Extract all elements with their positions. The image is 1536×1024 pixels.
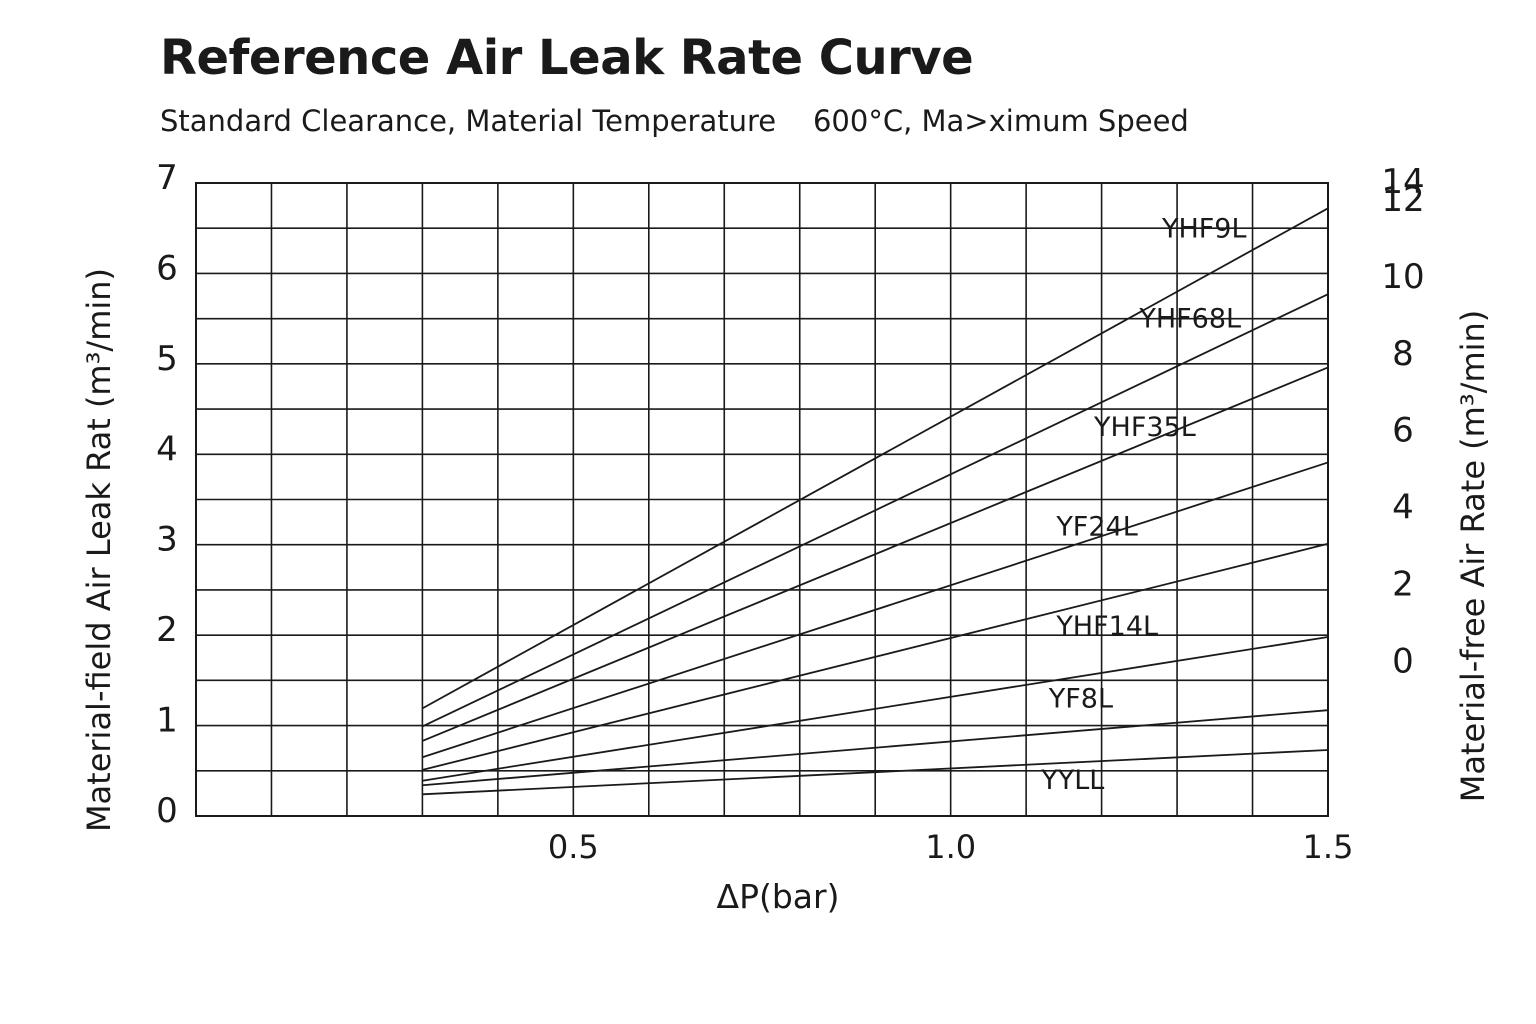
y-tick-label-left: 0 (156, 791, 178, 831)
series-line (422, 749, 1329, 796)
series-label: YHF68L (1138, 304, 1241, 335)
x-tick-label: 1.0 (925, 828, 976, 866)
series-label: YHF35L (1093, 412, 1196, 443)
series-line (422, 366, 1329, 742)
series-label: YHF14L (1055, 611, 1158, 642)
chart-subtitle: Standard Clearance, Material Temperature… (160, 104, 1189, 138)
series-line (422, 709, 1329, 787)
x-tick-label: 1.5 (1303, 828, 1354, 866)
y-tick-label-right: 0 (1392, 641, 1414, 681)
y-tick-label-left: 4 (156, 429, 178, 469)
y-tick-label-right: 12 (1381, 180, 1424, 220)
series-lines (421, 207, 1329, 796)
series-line (422, 636, 1329, 782)
y-tick-label-right: 4 (1392, 488, 1414, 528)
series-label: YHF9L (1161, 213, 1247, 244)
series-label: YYLL (1040, 765, 1104, 796)
y-tick-label-right: 10 (1381, 257, 1424, 297)
y-tick-label-right: 8 (1392, 334, 1414, 374)
grid (196, 183, 1328, 816)
series-label: YF8L (1048, 683, 1113, 714)
y-tick-label-left: 3 (156, 520, 178, 560)
series-label: YF24L (1055, 512, 1137, 543)
series-line (421, 207, 1329, 710)
y-tick-label-left: 5 (156, 339, 178, 379)
y-axis-label-right: Material-free Air Rate (m³/min) (1454, 310, 1492, 803)
y-tick-label-right: 6 (1392, 411, 1414, 451)
series-line (422, 542, 1329, 771)
series-line (422, 461, 1329, 759)
x-tick-label: 0.5 (548, 828, 599, 866)
series-line (422, 293, 1329, 728)
chart-title: Reference Air Leak Rate Curve (160, 30, 974, 86)
series-labels: YHF9L YHF68L YHF35L YF24L YHF14L YF8L YYLL (1040, 213, 1246, 796)
y-tick-label-left: 7 (156, 158, 178, 198)
x-axis-label: ΔP(bar) (717, 877, 840, 916)
y-axis-label-left: Material-field Air Leak Rat (m³/min) (80, 268, 118, 832)
y-tick-label-right: 2 (1392, 564, 1414, 604)
y-tick-label-left: 1 (156, 701, 178, 741)
y-tick-label-left: 6 (156, 248, 178, 288)
y-tick-label-left: 2 (156, 610, 178, 650)
plot-frame (195, 182, 1329, 817)
y-tick-label-right: 14 (1381, 162, 1424, 202)
